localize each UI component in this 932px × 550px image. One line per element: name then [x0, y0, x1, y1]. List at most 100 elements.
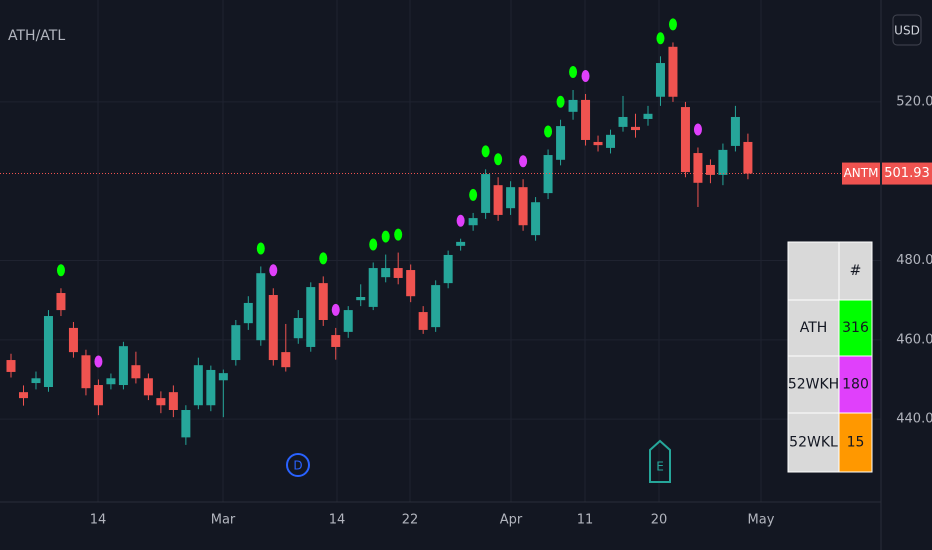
chart-title: ATH/ATL — [8, 28, 65, 44]
candle-body — [143, 378, 153, 396]
candle-body — [431, 285, 441, 328]
x-tick-label: 14 — [90, 513, 107, 528]
candle-body — [743, 141, 753, 174]
symbol-box — [842, 162, 880, 185]
candle-body — [231, 325, 241, 361]
signal-dot — [656, 32, 665, 45]
symbol-label: ANTM — [844, 166, 879, 180]
candle-body — [81, 355, 91, 389]
candle-body — [543, 155, 553, 194]
candle-body — [343, 310, 353, 332]
signal-dot — [469, 188, 478, 201]
table-cell — [838, 412, 873, 473]
candle-body — [293, 318, 303, 339]
candle-body — [418, 312, 428, 330]
row-value: 180 — [842, 377, 869, 393]
signal-dot — [544, 125, 553, 138]
table-cell — [787, 412, 840, 473]
signal-dot — [481, 145, 490, 158]
signal-dot — [556, 95, 565, 108]
y-tick-label: 460.00 — [896, 332, 932, 347]
table-cell — [838, 241, 873, 301]
signal-dot — [331, 303, 340, 316]
candle-body — [43, 316, 53, 388]
candle-body — [593, 141, 603, 146]
signal-dot — [668, 18, 677, 31]
x-tick-label: May — [748, 513, 775, 528]
signal-dot — [693, 123, 702, 136]
candle-body — [693, 153, 703, 183]
price-label: 501.93 — [884, 166, 930, 181]
grid — [0, 0, 881, 502]
candle-body — [243, 302, 253, 324]
signal-dot — [319, 252, 328, 265]
candle-body — [356, 296, 366, 301]
candle-body — [118, 346, 128, 386]
candle-body — [568, 99, 578, 112]
candle-body — [31, 378, 41, 384]
signal-dot — [381, 230, 390, 243]
table-cell — [838, 299, 873, 357]
signal-dot — [569, 66, 578, 79]
y-tick-label: 440.00 — [896, 412, 932, 427]
table-cell — [838, 355, 873, 414]
signal-dot — [269, 264, 278, 277]
x-tick-label: 20 — [651, 513, 668, 528]
candle-body — [556, 126, 566, 160]
currency[interactable]: USD — [894, 24, 920, 38]
candle-body — [181, 410, 191, 438]
candle-body — [393, 268, 403, 278]
signal-dot — [456, 214, 465, 227]
plot — [0, 18, 881, 445]
candle-body — [581, 99, 591, 140]
signal-dot — [519, 155, 528, 168]
table-cell — [787, 355, 840, 414]
candle-body — [131, 365, 141, 379]
candle-body — [506, 187, 516, 209]
currency-button[interactable] — [892, 14, 922, 46]
event-icon[interactable] — [649, 439, 671, 483]
price-box — [882, 162, 932, 185]
table-cell — [787, 241, 840, 301]
event-label[interactable]: E — [656, 460, 664, 474]
candle-body — [93, 385, 103, 406]
candle-body — [493, 185, 503, 215]
candle-body — [368, 268, 378, 307]
candle-body — [406, 270, 416, 297]
row-value: 15 — [847, 435, 865, 451]
candle-body — [256, 273, 266, 341]
candle-body — [56, 293, 66, 311]
candle-body — [206, 369, 216, 406]
candle-body — [193, 365, 203, 406]
signal-dot — [494, 153, 503, 166]
event-label[interactable]: D — [293, 459, 302, 473]
candle-body — [281, 352, 291, 368]
candle-body — [531, 202, 541, 236]
candle-body — [655, 63, 665, 97]
candle-body — [631, 126, 640, 131]
signal-dot — [256, 242, 265, 255]
x-tick-label: Apr — [500, 513, 523, 528]
y-tick-label: 520.00 — [896, 94, 932, 109]
candle-body — [168, 392, 178, 411]
candle-body — [331, 335, 341, 347]
event-icon[interactable] — [286, 453, 310, 477]
signal-dot — [56, 264, 65, 277]
x-tick-label: 14 — [329, 513, 346, 528]
candle-body — [606, 134, 616, 148]
candle-body — [443, 254, 453, 284]
signal-table: # ATH 316 52WKH 180 52WKL 15 — [787, 241, 873, 473]
x-tick-label: 11 — [577, 513, 594, 528]
candle-body — [306, 287, 316, 347]
candle-body — [730, 116, 740, 146]
candle-body — [718, 149, 728, 175]
x-tick-label: 22 — [402, 513, 419, 528]
candle-body — [618, 116, 628, 127]
candle-body — [518, 187, 528, 226]
row-label: ATH — [800, 320, 828, 336]
row-label: 52WKL — [789, 435, 838, 451]
candle-body — [6, 360, 16, 372]
candle-body — [318, 283, 328, 320]
